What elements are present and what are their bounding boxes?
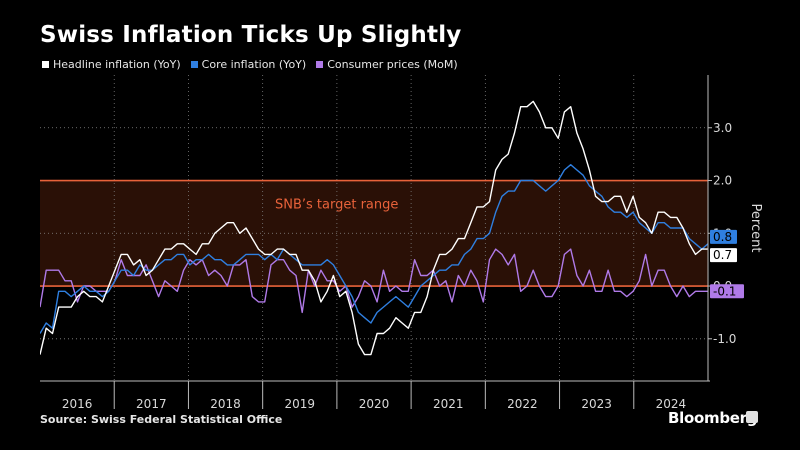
- legend-swatch-mom: [316, 61, 324, 68]
- legend-swatch-core: [190, 61, 198, 68]
- end-value-label: 0.7: [713, 248, 732, 262]
- x-tick-label: 2022: [507, 397, 538, 411]
- end-value-label: -0.1: [713, 284, 736, 298]
- y-tick-label: 2.0: [713, 174, 732, 188]
- bloomberg-logo-icon: [746, 411, 758, 423]
- x-tick-label: 2016: [62, 397, 93, 411]
- legend-item-mom: Consumer prices (MoM): [316, 58, 458, 71]
- series-line-mom: [40, 248, 708, 314]
- legend-label-headline: Headline inflation (YoY): [53, 58, 181, 71]
- legend: Headline inflation (YoY) Core inflation …: [42, 58, 458, 71]
- x-tick-label: 2019: [285, 397, 316, 411]
- end-label-box: [710, 248, 737, 263]
- legend-swatch-headline: [42, 61, 49, 68]
- legend-label-mom: Consumer prices (MoM): [327, 58, 458, 71]
- chart-title: Swiss Inflation Ticks Up Slightly: [40, 22, 462, 48]
- end-value-label: 0.8: [713, 230, 732, 244]
- bloomberg-logo: Bloomberg: [668, 409, 758, 427]
- x-tick-label: 2018: [210, 397, 241, 411]
- source-note: Source: Swiss Federal Statistical Office: [40, 413, 283, 426]
- x-tick-label: 2021: [433, 397, 464, 411]
- end-label-box: [710, 229, 737, 244]
- legend-label-core: Core inflation (YoY): [201, 58, 307, 71]
- x-tick-label: 2024: [656, 397, 687, 411]
- target-range-label: SNB’s target range: [275, 198, 398, 213]
- y-tick-label: -1.0: [713, 332, 736, 346]
- y-tick-label: 3.0: [713, 121, 732, 135]
- legend-item-headline: Headline inflation (YoY): [42, 58, 181, 71]
- series-line-headline: [40, 100, 708, 356]
- end-label-box: [710, 284, 744, 299]
- legend-item-core: Core inflation (YoY): [190, 58, 307, 71]
- x-tick-label: 2017: [136, 397, 167, 411]
- x-tick-label: 2023: [581, 397, 612, 411]
- x-tick-label: 2020: [359, 397, 390, 411]
- y-axis-label: Percent: [748, 204, 763, 253]
